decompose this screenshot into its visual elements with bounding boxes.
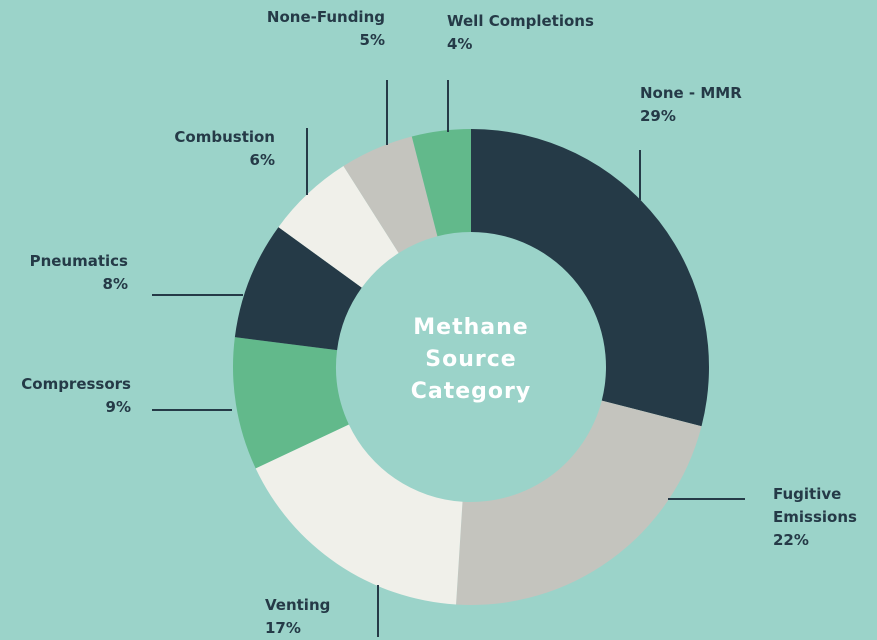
value-label: 29% <box>640 107 676 125</box>
donut-slice <box>411 129 471 237</box>
slice-label: Fugitive Emissions 22% <box>773 483 873 552</box>
slice-label: None-Funding 5% <box>200 6 385 52</box>
donut-slice <box>233 337 349 469</box>
donut-slice <box>456 400 702 605</box>
category-label: Well Completions <box>447 12 594 30</box>
value-label: 17% <box>265 619 301 637</box>
slice-label: Compressors 9% <box>0 373 131 419</box>
value-label: 22% <box>773 531 809 549</box>
value-label: 8% <box>102 275 128 293</box>
category-label: Venting <box>265 596 331 614</box>
donut-slice <box>343 136 438 254</box>
category-label: Combustion <box>174 128 275 146</box>
slice-label: Combustion 6% <box>120 126 275 172</box>
value-label: 9% <box>105 398 131 416</box>
donut-slice <box>278 166 399 288</box>
category-label: Pneumatics <box>29 252 128 270</box>
category-label: Compressors <box>21 375 131 393</box>
category-label: None - MMR <box>640 84 742 102</box>
value-label: 6% <box>249 151 275 169</box>
value-label: 5% <box>359 31 385 49</box>
donut-slice <box>234 227 362 351</box>
value-label: 4% <box>447 35 473 53</box>
slice-label: None - MMR 29% <box>640 82 800 128</box>
donut-slice <box>471 129 709 427</box>
slice-label: Venting 17% <box>265 594 385 640</box>
slice-label: Pneumatics 8% <box>0 250 128 296</box>
category-label: Fugitive Emissions <box>773 485 857 526</box>
slice-label: Well Completions 4% <box>447 10 627 56</box>
center-label: Methane Source Category <box>410 315 532 404</box>
category-label: None-Funding <box>266 8 385 26</box>
donut-slice <box>255 424 463 605</box>
